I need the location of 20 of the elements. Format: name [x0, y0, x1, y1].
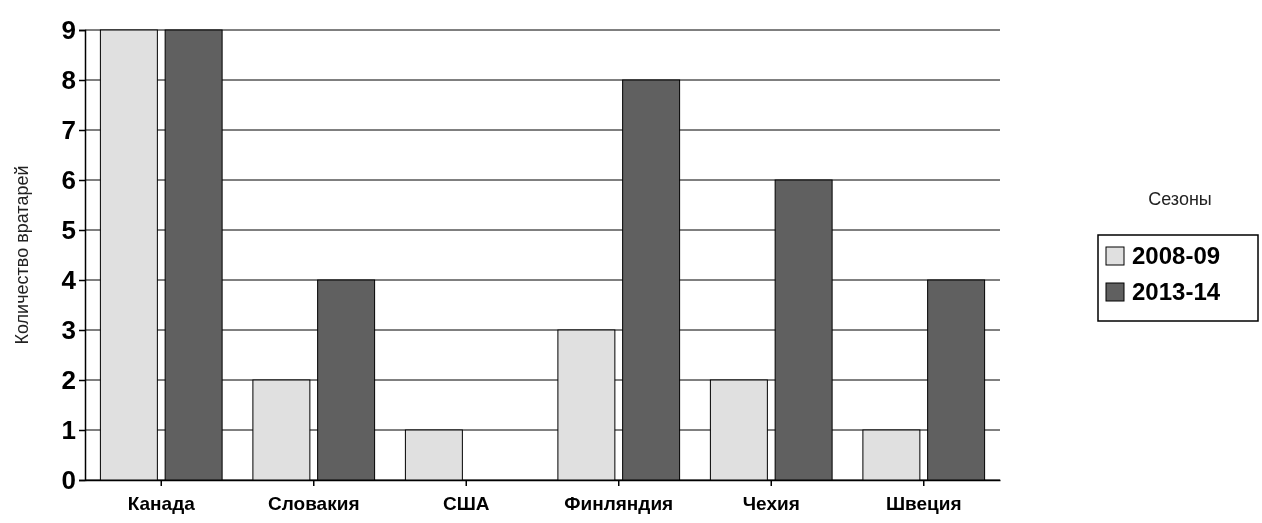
x-tick-label: Чехия — [742, 492, 800, 514]
legend-label: 2013-14 — [1132, 278, 1221, 305]
legend-title: Сезоны — [1148, 189, 1212, 209]
y-tick-label: 0 — [61, 464, 76, 495]
y-tick-label: 8 — [61, 64, 76, 95]
y-tick-label: 5 — [61, 214, 76, 245]
y-tick-label: 9 — [61, 14, 76, 45]
y-axis-title: Количество вратарей — [12, 165, 32, 345]
x-tick-label: Канада — [127, 492, 196, 514]
y-tick-label: 6 — [61, 164, 76, 195]
x-tick-label: Словакия — [268, 492, 360, 514]
y-tick-label: 1 — [61, 414, 76, 445]
legend-label: 2008-09 — [1132, 242, 1221, 269]
y-tick-label: 3 — [61, 314, 76, 345]
y-tick-label: 2 — [61, 364, 76, 395]
y-tick-label: 4 — [61, 264, 77, 295]
x-tick-label: Швеция — [885, 492, 962, 514]
x-tick-label: Финляндия — [564, 492, 674, 514]
x-tick-label: США — [442, 492, 490, 514]
y-tick-label: 7 — [61, 114, 76, 145]
